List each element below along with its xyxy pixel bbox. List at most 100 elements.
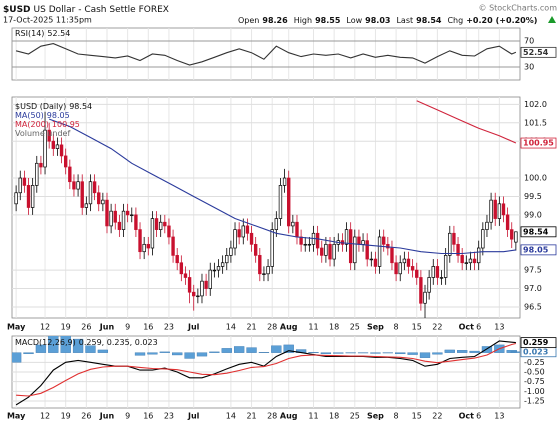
- y-tick-label: 30: [524, 63, 534, 72]
- candle-body: [200, 280, 204, 297]
- histogram-bar: [510, 351, 520, 353]
- candle-body: [59, 144, 64, 157]
- x-tick-label: 12: [40, 323, 50, 332]
- candle-body: [35, 162, 39, 186]
- histogram-bar: [444, 349, 455, 353]
- histogram-bar: [209, 351, 220, 353]
- x-tick-label: 21: [246, 412, 256, 421]
- quote-label: Open: [238, 16, 259, 25]
- candle-body: [237, 229, 241, 238]
- histogram-bar: [432, 352, 443, 355]
- candle-body: [63, 155, 68, 168]
- candle-body: [427, 277, 431, 293]
- candle-body: [431, 266, 435, 278]
- histogram-bar: [72, 338, 84, 353]
- candle-body: [324, 243, 328, 256]
- candle-body: [229, 247, 233, 256]
- candle-body: [125, 210, 130, 216]
- x-tick-label: 18: [329, 412, 339, 421]
- candle-body: [150, 218, 155, 249]
- x-tick-label: 21: [246, 323, 256, 332]
- histogram-bar: [320, 352, 332, 355]
- candle-body: [320, 247, 324, 256]
- candle-body: [460, 255, 464, 264]
- x-tick-label: Sep: [367, 323, 384, 332]
- y-tick-label: 97.5: [524, 266, 542, 275]
- candle-body: [39, 162, 43, 168]
- histogram-bar: [233, 346, 245, 353]
- panel-frame: [11, 27, 521, 81]
- candle-body: [514, 231, 518, 243]
- candle-body: [80, 181, 84, 208]
- histogram-bar: [271, 345, 282, 353]
- legend-text: 0.259: [79, 338, 102, 347]
- x-tick-label: 26: [81, 412, 91, 421]
- legend-entry: Volume undef: [15, 129, 70, 138]
- candle-body: [72, 181, 76, 190]
- x-tick-label: May: [7, 412, 26, 421]
- series-line: [49, 118, 516, 255]
- quote-line: Open 98.26 High 98.55 Low 98.03 Last 98.54 Chg +0…: [238, 16, 537, 25]
- x-tick-label: 16: [143, 323, 153, 332]
- x-tick-label: 23: [164, 323, 174, 332]
- candle-body: [344, 229, 349, 245]
- candle-body: [369, 258, 374, 261]
- candle-body: [88, 181, 93, 205]
- candle-body: [258, 255, 262, 275]
- candle-body: [92, 181, 97, 194]
- histogram-bar: [97, 349, 109, 353]
- candle-body: [464, 262, 469, 264]
- candle-body: [390, 247, 394, 264]
- x-tick-label: Oct: [459, 412, 475, 421]
- histogram-bar: [469, 350, 480, 353]
- quote-label: Chg: [447, 16, 463, 25]
- x-tick-label: 25: [350, 323, 360, 332]
- x-tick-label: Oct: [459, 323, 475, 332]
- y-tick-label: 101.5: [524, 118, 547, 127]
- candle-body: [415, 269, 419, 278]
- candle-body: [105, 199, 109, 227]
- candle-body: [472, 258, 477, 264]
- candle-body: [158, 221, 163, 230]
- quote-label: Low: [346, 16, 362, 25]
- y-tick-label: 102.0: [524, 100, 547, 109]
- series-line: [16, 342, 517, 397]
- x-tick-label: 8: [394, 412, 399, 421]
- histogram-bar: [419, 352, 431, 358]
- y-tick-label: -0.25: [524, 358, 545, 367]
- candle-body: [402, 258, 407, 264]
- candle-body: [419, 277, 423, 304]
- x-tick-label: Jun: [99, 323, 115, 332]
- legend-entry: MA(200) 100.95: [15, 120, 80, 129]
- candle-body: [481, 229, 485, 249]
- y-tick-label: 96.5: [524, 302, 542, 311]
- histogram-bar: [221, 348, 232, 353]
- candle-body: [109, 210, 113, 227]
- candle-body: [253, 243, 258, 256]
- y-tick-label: -1.00: [524, 387, 545, 396]
- x-tick-label: 11: [308, 323, 318, 332]
- candle-body: [348, 229, 353, 264]
- x-tick-label: 6: [476, 412, 481, 421]
- quote-change: +0.20: [466, 16, 493, 25]
- candle-body: [121, 210, 126, 230]
- plot-area: [12, 336, 520, 406]
- candle-body: [439, 277, 444, 279]
- plot-area: [15, 43, 517, 66]
- candle-body: [55, 144, 60, 149]
- candle-body: [410, 266, 415, 271]
- legend-entry: RSI(14) 52.54: [15, 29, 70, 38]
- candle-body: [154, 218, 159, 230]
- candle-body: [423, 291, 427, 304]
- histogram-bar: [134, 352, 146, 356]
- histogram-bar: [283, 344, 294, 353]
- candle-body: [485, 221, 489, 230]
- quote-value: 98.54: [416, 16, 442, 25]
- candle-body: [241, 225, 245, 238]
- candle-body: [448, 232, 452, 256]
- legend-text: ,: [130, 338, 135, 347]
- quote-label: Last: [396, 16, 413, 25]
- candle-body: [51, 140, 55, 149]
- legend-text: RSI(14): [15, 29, 44, 38]
